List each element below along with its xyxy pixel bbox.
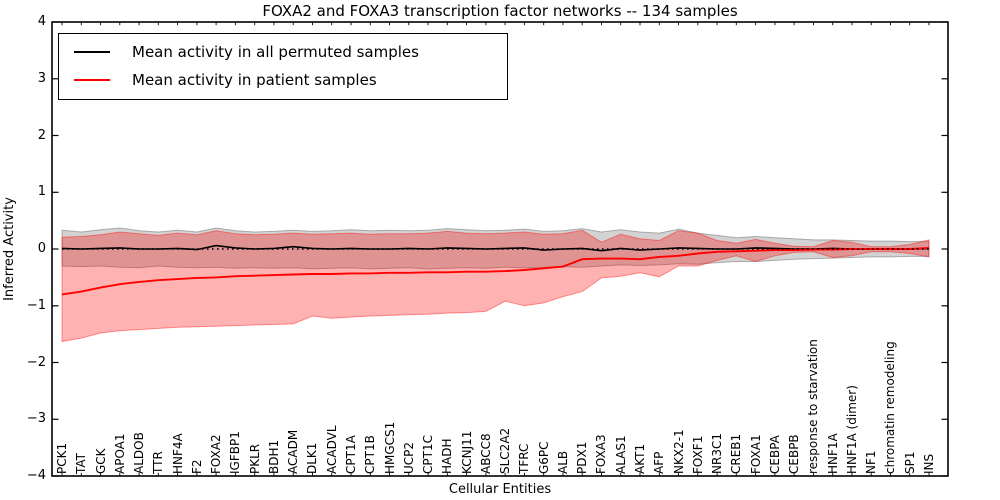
x-category-label: CREB1 [729,433,744,474]
x-category-label: ABCC8 [478,433,493,474]
x-category-label: CEBPA [767,435,782,474]
x-category-label: CEBPB [787,434,802,474]
x-category-label: ALDOB [132,432,147,474]
x-category-label: chromatin remodeling [883,341,898,474]
y-tick-label: −1 [26,297,46,313]
x-category-label: HMGCS1 [382,421,397,474]
x-category-label: TFRC [517,443,532,474]
chart-title: FOXA2 and FOXA3 transcription factor net… [262,2,738,20]
x-category-label: APOA1 [112,433,127,474]
axes-spines [51,21,949,477]
y-tick-label: −4 [26,468,46,483]
x-category-label: PCK1 [55,442,69,474]
legend-label-patient: Mean activity in patient samples [132,71,377,89]
x-category-label: DLK1 [305,442,320,474]
y-tick-label: −2 [26,354,46,370]
x-category-label: ACADM [286,429,301,474]
x-category-label: FOXA2 [209,434,224,474]
x-category-label: FOXA1 [748,434,763,474]
x-category-label: SP1 [902,451,917,475]
permuted-mean-line [61,244,930,252]
y-tick-label: 1 [37,184,46,200]
x-category-label: TTR [151,451,166,474]
x-category-label: AKT1 [633,443,647,474]
x-category-label: HADH [440,438,455,475]
x-category-label: AFP [652,451,667,474]
x-category-label: TAT [74,452,89,474]
patient-samples-band [61,229,930,343]
legend-line-permuted-icon [74,51,110,53]
legend-entry-permuted: Mean activity in all permuted samples [59,38,507,66]
x-category-label: FOXA3 [594,434,609,474]
x-category-label: NKX2-1 [671,429,686,474]
x-category-label: F2 [189,459,204,474]
x-category-label: INS [922,453,936,474]
x-category-label: HNF1A [825,433,840,474]
x-category-label: IGFBP1 [228,431,243,474]
x-category-label: UCP2 [401,441,416,474]
legend-entry-patient: Mean activity in patient samples [59,66,507,94]
y-tick-label: −3 [26,411,46,427]
x-category-label: PKLR [247,443,262,474]
x-category-label: SLC2A2 [498,427,513,474]
x-category-label: GCK [93,448,108,474]
x-category-label: CPT1A [344,435,358,474]
legend: Mean activity in all permuted samples Me… [58,33,508,100]
patient-mean-line [61,246,930,296]
x-category-label: NR3C1 [710,433,725,474]
x-category-label: NF1 [864,450,879,474]
x-category-label: PDX1 [575,441,590,474]
x-category-label: BDH1 [266,439,281,474]
legend-line-patient-icon [74,79,110,81]
x-category-label: response to starvation [806,339,821,474]
x-category-label: ALB [555,450,570,474]
legend-label-permuted: Mean activity in all permuted samples [132,43,419,61]
y-tick-label: 0 [37,241,46,256]
x-category-label: CPT1B [363,435,378,474]
x-category-label: HNF1A (dimer) [844,385,859,474]
x-category-label: KCNJ11 [459,430,474,474]
y-tick-label: 2 [37,127,46,143]
x-category-label: ACADVL [324,425,339,474]
x-category-label: ALAS1 [613,435,628,474]
x-category-label: G6PC [536,441,551,474]
x-category-label: FOXF1 [690,435,705,474]
x-category-label: CPT1C [421,435,436,474]
x-category-label: HNF4A [170,433,185,474]
y-tick-label: 3 [37,70,46,86]
y-tick-label: 4 [37,14,46,29]
x-axis-label: Cellular Entities [448,482,552,497]
